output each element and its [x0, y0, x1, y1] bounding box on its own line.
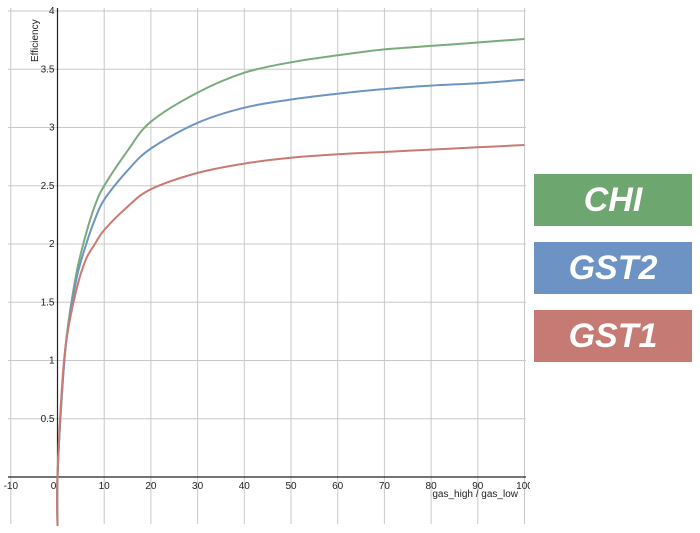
x-tick-label-10: 10	[99, 481, 111, 492]
y-tick-label-1_5: 1.5	[41, 297, 55, 308]
legend-item-chi: CHI	[534, 174, 692, 226]
y-tick-label-3_5: 3.5	[41, 64, 55, 75]
x-tick-label-30: 30	[192, 481, 204, 492]
efficiency-chart: -10 0 10 20 30 40 50 60 70 80 90 100 0.5 1 1.5 2 2.5 3 3.5…	[4, 6, 530, 527]
y-tick-label-2: 2	[49, 239, 55, 250]
tick-labels: -10 0 10 20 30 40 50 60 70 80 90 100 0.5 1 1.5 2 2.5 3 3.5…	[4, 6, 530, 492]
x-tick-label-40: 40	[239, 481, 251, 492]
series-lines	[56, 38, 525, 527]
legend-label-gst2: GST2	[568, 248, 658, 287]
y-tick-label-1: 1	[49, 356, 55, 367]
x-tick-label-60: 60	[332, 481, 344, 492]
y-tick-label-0_5: 0.5	[41, 414, 55, 425]
axes	[8, 8, 526, 524]
x-tick-label-100: 100	[516, 481, 530, 492]
legend-item-gst2: GST2	[534, 242, 692, 294]
x-tick-label-70: 70	[379, 481, 391, 492]
grid	[8, 8, 526, 524]
legend-label-chi: CHI	[583, 180, 643, 219]
x-tick-label-90: 90	[472, 481, 484, 492]
x-tick-label-50: 50	[285, 481, 297, 492]
x-tick-label-20: 20	[145, 481, 157, 492]
y-axis-label: Efficiency	[30, 19, 41, 62]
x-tick-label-0: 0	[51, 481, 57, 492]
x-tick-label-80: 80	[426, 481, 438, 492]
legend-label-gst1: GST1	[568, 316, 658, 355]
x-tick-label--10: -10	[4, 481, 19, 492]
series-line-gst1	[56, 144, 525, 527]
legend-item-gst1: GST1	[534, 310, 692, 362]
y-tick-label-2_5: 2.5	[41, 181, 55, 192]
x-axis-label: gas_high / gas_low	[432, 489, 518, 500]
y-tick-label-4: 4	[49, 6, 55, 17]
y-tick-label-3: 3	[49, 123, 55, 134]
